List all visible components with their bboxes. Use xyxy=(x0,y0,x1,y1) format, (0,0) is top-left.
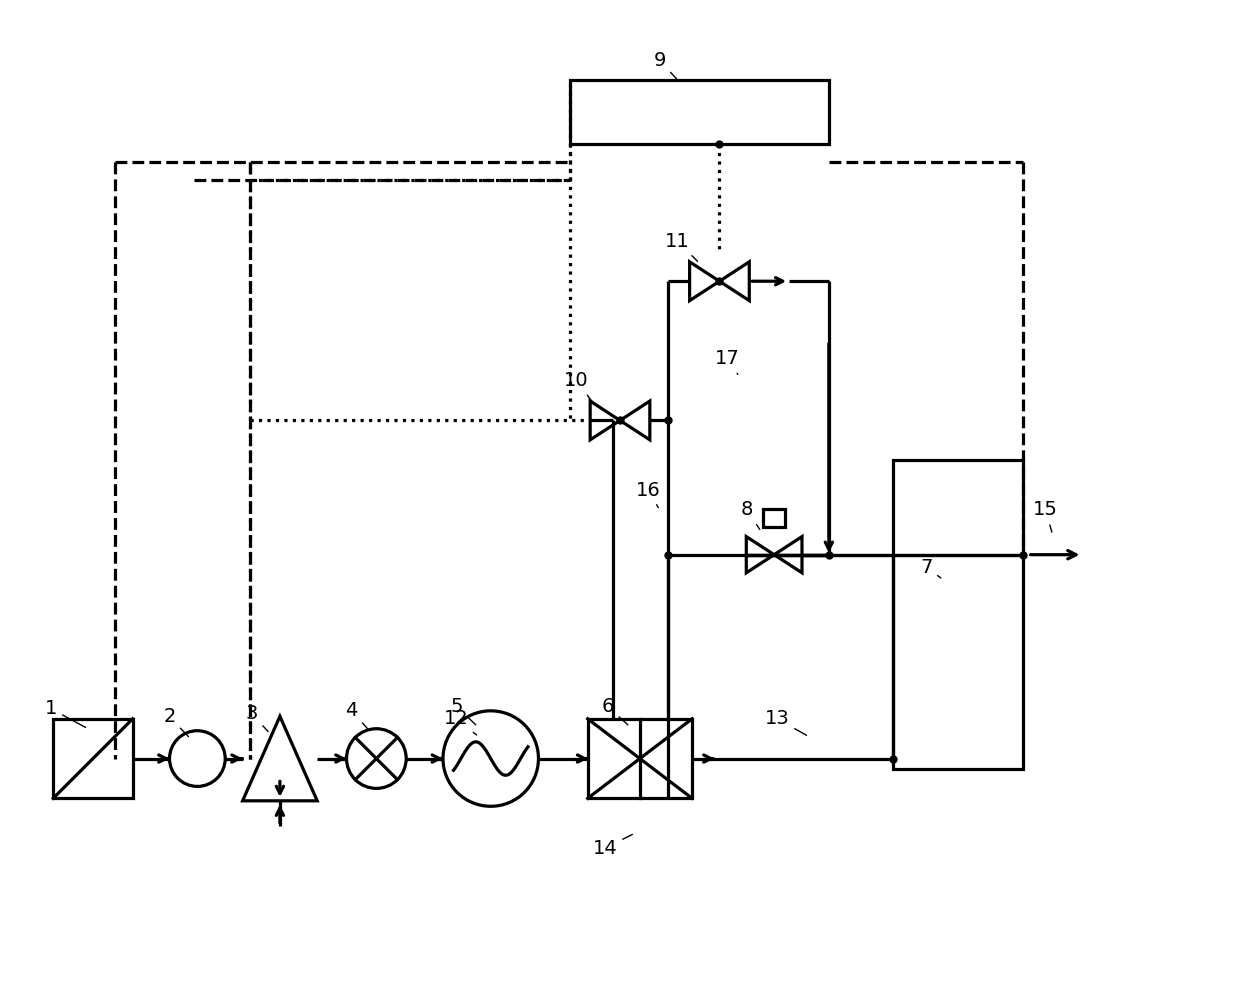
Text: 3: 3 xyxy=(246,704,268,732)
Text: 12: 12 xyxy=(444,709,476,735)
Text: 14: 14 xyxy=(593,834,632,858)
Text: 17: 17 xyxy=(715,349,740,374)
Text: 2: 2 xyxy=(164,707,188,737)
Text: 6: 6 xyxy=(601,697,627,725)
Text: 1: 1 xyxy=(45,699,86,727)
Text: 7: 7 xyxy=(920,558,941,578)
Bar xyxy=(763,509,785,527)
Text: 10: 10 xyxy=(564,371,594,403)
Bar xyxy=(53,719,133,798)
Bar xyxy=(894,460,1023,768)
Text: 16: 16 xyxy=(635,481,660,508)
Text: 4: 4 xyxy=(345,701,367,729)
Text: 11: 11 xyxy=(666,232,698,261)
Text: 13: 13 xyxy=(765,709,806,735)
Text: 5: 5 xyxy=(450,697,476,725)
Text: 8: 8 xyxy=(742,500,760,529)
Bar xyxy=(588,719,692,798)
Bar xyxy=(570,80,828,144)
Text: 9: 9 xyxy=(653,51,678,80)
Text: 15: 15 xyxy=(1033,500,1058,532)
